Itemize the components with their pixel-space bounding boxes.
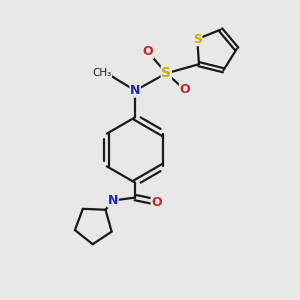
Text: O: O <box>151 196 162 208</box>
Text: O: O <box>179 83 190 96</box>
Text: O: O <box>142 45 153 58</box>
Text: N: N <box>108 194 118 207</box>
Text: CH₃: CH₃ <box>92 68 112 78</box>
Text: S: S <box>193 33 202 46</box>
Text: N: N <box>130 84 140 97</box>
Text: S: S <box>161 66 171 80</box>
